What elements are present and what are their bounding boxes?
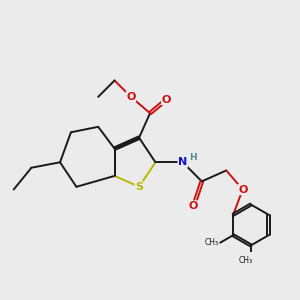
Text: O: O	[189, 201, 198, 211]
Text: CH₃: CH₃	[239, 256, 253, 265]
Text: CH₃: CH₃	[204, 238, 218, 247]
Text: O: O	[126, 92, 136, 102]
Text: S: S	[135, 182, 143, 192]
Text: N: N	[178, 157, 187, 167]
Text: H: H	[190, 153, 197, 162]
Text: O: O	[162, 94, 171, 105]
Text: O: O	[238, 184, 247, 194]
